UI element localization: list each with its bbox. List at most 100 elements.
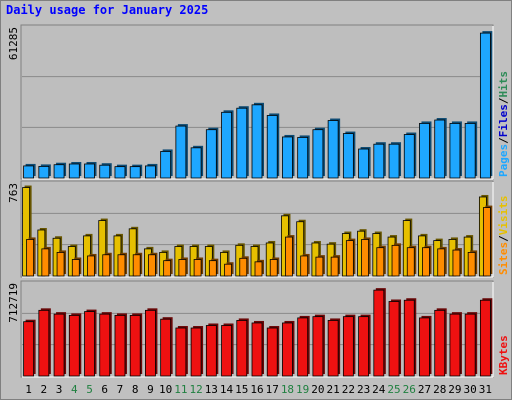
bar-pages <box>282 136 293 179</box>
bar-sites <box>87 255 95 277</box>
bar-kbytes <box>145 309 156 377</box>
bar-kbytes <box>221 325 232 377</box>
bar-kbytes <box>68 314 80 377</box>
chart-title: Daily usage for January 2025 <box>6 3 209 17</box>
bar-sites <box>254 261 263 277</box>
bar-sites <box>132 254 141 277</box>
bar-sites <box>208 260 217 277</box>
x-tick-label: 5 <box>86 383 93 396</box>
bar-kbytes <box>419 317 430 377</box>
bar-pages <box>464 123 476 179</box>
bar-sites <box>345 240 354 277</box>
x-tick-label: 21 <box>327 383 340 396</box>
x-tick-label: 1 <box>25 383 32 396</box>
bar-sites <box>361 239 369 277</box>
bar-pages <box>129 166 141 179</box>
legend-entry: Sites <box>497 242 510 275</box>
legend-entry: Hits <box>497 71 510 98</box>
bar-kbytes <box>403 299 415 377</box>
bar-kbytes <box>236 320 248 377</box>
bar-sites <box>224 263 232 277</box>
bar-sites <box>71 259 80 277</box>
x-tick-label: 10 <box>159 383 172 396</box>
y-max-label: 61285 <box>7 27 20 60</box>
bar-sites <box>193 259 202 277</box>
bar-sites <box>391 244 400 277</box>
x-tick-label: 23 <box>357 383 370 396</box>
bar-pages <box>84 163 95 179</box>
bar-sites <box>163 260 172 277</box>
x-tick-label: 31 <box>479 383 492 396</box>
x-tick-label: 9 <box>147 383 154 396</box>
x-tick-label: 26 <box>403 383 416 396</box>
bar-sites <box>285 236 293 277</box>
y-max-label: 763 <box>7 183 20 203</box>
bar-kbytes <box>342 316 354 377</box>
bar-sites <box>406 247 415 277</box>
legend-middle: Sites/Visits <box>497 196 510 276</box>
x-tick-label: 11 <box>174 383 187 396</box>
bar-kbytes <box>251 322 263 377</box>
legend-entry: / <box>497 235 510 242</box>
bar-sites <box>102 254 111 277</box>
bar-pages <box>205 129 217 179</box>
legend-entry: / <box>497 137 510 144</box>
x-tick-label: 24 <box>372 383 386 396</box>
legend-entry: KBytes <box>497 335 510 375</box>
bar-kbytes <box>160 318 172 377</box>
bar-kbytes <box>434 309 446 377</box>
bar-kbytes <box>388 301 400 377</box>
x-tick-label: 14 <box>220 383 234 396</box>
bar-sites <box>26 239 35 277</box>
bar-sites <box>117 254 126 277</box>
bar-kbytes <box>114 314 126 377</box>
x-tick-label: 15 <box>235 383 248 396</box>
legend-entry: Visits <box>497 196 510 236</box>
legend-entry: Pages <box>497 144 510 177</box>
bar-kbytes <box>327 320 339 377</box>
bar-pages <box>99 164 111 179</box>
y-max-label: 712719 <box>7 283 20 323</box>
legend-bottom: KBytes <box>497 335 510 375</box>
bar-sites <box>148 254 156 277</box>
bar-kbytes <box>99 313 111 377</box>
bar-sites <box>178 259 187 277</box>
legend-top: Pages/Files/Hits <box>497 71 510 177</box>
bar-pages <box>236 107 248 179</box>
bar-sites <box>56 252 65 277</box>
x-tick-label: 29 <box>448 383 461 396</box>
legend-entry: / <box>497 97 510 104</box>
bar-kbytes <box>282 322 293 377</box>
bar-kbytes <box>312 316 324 377</box>
bar-kbytes <box>84 311 95 377</box>
bar-pages <box>373 143 385 179</box>
x-tick-label: 27 <box>418 383 431 396</box>
bar-pages <box>434 119 446 179</box>
bar-kbytes <box>129 314 141 377</box>
x-tick-label: 7 <box>117 383 124 396</box>
bar-pages <box>419 123 430 179</box>
x-tick-label: 20 <box>311 383 324 396</box>
bar-pages <box>190 147 202 179</box>
x-tick-label: 13 <box>205 383 218 396</box>
bar-sites <box>467 252 476 277</box>
bar-kbytes <box>190 327 202 377</box>
bar-pages <box>145 165 156 179</box>
bar-pages <box>53 164 65 179</box>
bar-pages <box>175 125 187 179</box>
bar-kbytes <box>205 325 217 377</box>
bar-pages <box>68 163 80 179</box>
bar-sites <box>422 247 430 277</box>
bar-kbytes <box>266 327 278 377</box>
bar-sites <box>315 256 324 277</box>
bar-pages <box>23 165 35 179</box>
bar-pages <box>266 115 278 179</box>
x-tick-label: 16 <box>250 383 263 396</box>
bar-visits <box>22 187 31 277</box>
bar-kbytes <box>449 313 461 377</box>
bar-kbytes <box>373 289 385 377</box>
x-tick-label: 28 <box>433 383 446 396</box>
x-tick-label: 4 <box>71 383 78 396</box>
bar-pages <box>327 120 339 179</box>
